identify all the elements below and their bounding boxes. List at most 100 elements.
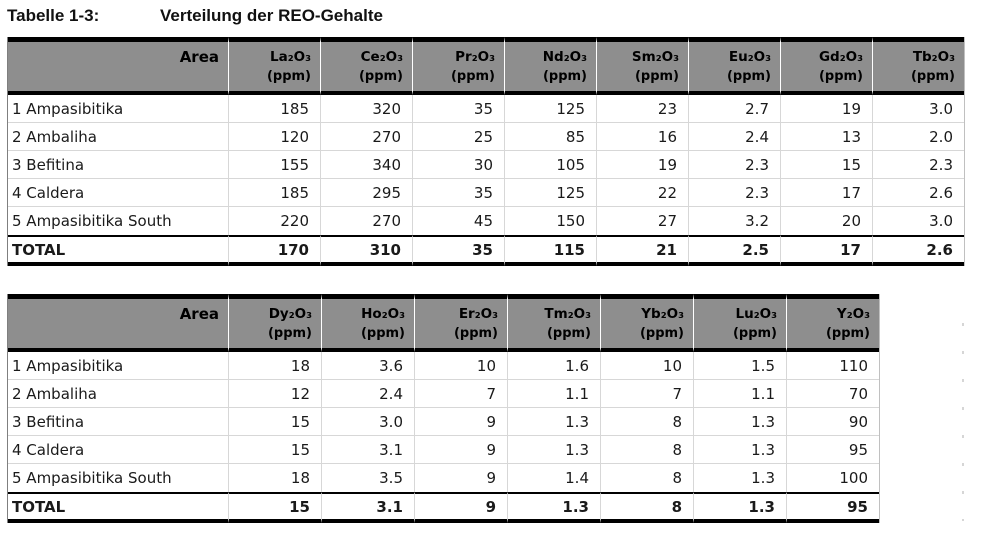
value-cell: 1.3 [507, 436, 600, 464]
value-cell: 1.3 [693, 408, 786, 436]
col-header-tm2o3: Tm₂O₃ (ppm) [507, 294, 600, 352]
col-header-area: Area [8, 37, 228, 95]
total-row: TOTAL 170 310 35 115 21 2.5 17 2.6 [8, 235, 964, 266]
table-caption-label: Tabelle 1-3: [7, 6, 100, 25]
table-row: 5 Ampasibitika South 220 270 45 150 27 3.2 20 3.… [8, 207, 964, 235]
oxide-formula: Sm₂O₃ [631, 49, 679, 65]
total-value-cell: 21 [596, 235, 688, 266]
value-cell: 8 [600, 436, 693, 464]
unit-label: (ppm) [267, 326, 312, 341]
value-cell: 2.7 [688, 95, 780, 123]
oxide-formula: Lu₂O₃ [735, 306, 777, 322]
table-row: 4 Caldera 185 295 35 125 22 2.3 17 2.6 [8, 179, 964, 207]
unit-label: (ppm) [450, 69, 495, 84]
value-cell: 70 [786, 380, 879, 408]
total-value-cell: 3.1 [321, 492, 414, 523]
col-header-lu2o3: Lu₂O₃ (ppm) [693, 294, 786, 352]
value-cell: 1.4 [507, 464, 600, 492]
total-row: TOTAL 15 3.1 9 1.3 8 1.3 95 [8, 492, 879, 523]
value-cell: 2.3 [872, 151, 964, 179]
area-cell: 4 Caldera [8, 436, 228, 464]
value-cell: 3.2 [688, 207, 780, 235]
oxide-formula: Yb₂O₃ [641, 306, 684, 322]
value-cell: 95 [786, 436, 879, 464]
unit-label: (ppm) [825, 326, 870, 341]
oxide-formula: Y₂O₃ [836, 306, 870, 322]
area-cell: 2 Ambaliha [8, 123, 228, 151]
total-value-cell: 95 [786, 492, 879, 523]
value-cell: 25 [412, 123, 504, 151]
area-cell: 5 Ampasibitika South [12, 212, 172, 230]
value-cell: 270 [320, 123, 412, 151]
col-header-label: Area [179, 305, 219, 323]
area-cell: 5 Ampasibitika South [12, 469, 172, 487]
unit-label: (ppm) [266, 69, 311, 84]
table-row: 2 Ambaliha 12 2.4 7 1.1 7 1.1 70 [8, 380, 879, 408]
oxide-formula: Tb₂O₃ [912, 49, 955, 65]
value-cell: 30 [412, 151, 504, 179]
value-cell: 12 [228, 380, 321, 408]
area-cell: 3 Befitina [8, 151, 228, 179]
col-header-eu2o3: Eu₂O₃ (ppm) [688, 37, 780, 95]
value-cell: 19 [780, 95, 872, 123]
unit-label: (ppm) [634, 69, 679, 84]
value-cell: 8 [600, 408, 693, 436]
col-header-nd2o3: Nd₂O₃ (ppm) [504, 37, 596, 95]
value-cell: 27 [596, 207, 688, 235]
value-cell: 2.3 [688, 179, 780, 207]
col-header-la2o3: La₂O₃ (ppm) [228, 37, 320, 95]
total-label: TOTAL [8, 492, 228, 523]
value-cell: 45 [412, 207, 504, 235]
unit-label: (ppm) [639, 326, 684, 341]
area-cell: 4 Caldera [8, 179, 228, 207]
oxide-formula: La₂O₃ [269, 49, 311, 65]
col-header-sm2o3: Sm₂O₃ (ppm) [596, 37, 688, 95]
value-cell: 1.3 [507, 408, 600, 436]
area-cell: 1 Ampasibitika [8, 95, 228, 123]
col-header-dy2o3: Dy₂O₃ (ppm) [228, 294, 321, 352]
col-header-pr2o3: Pr₂O₃ (ppm) [412, 37, 504, 95]
total-label: TOTAL [8, 235, 228, 266]
oxide-formula: Pr₂O₃ [455, 49, 495, 65]
unit-label: (ppm) [910, 69, 955, 84]
total-value-cell: 15 [228, 492, 321, 523]
oxide-formula: Tm₂O₃ [544, 306, 591, 322]
value-cell: 9 [414, 464, 507, 492]
reo-table-light: Area La₂O₃ (ppm) Ce₂O₃ (ppm) Pr₂O₃ (ppm) Nd₂O₃ (… [7, 37, 965, 266]
value-cell: 23 [596, 95, 688, 123]
value-cell: 270 [320, 207, 412, 235]
col-header-label: Area [179, 48, 219, 66]
value-cell: 15 [228, 436, 321, 464]
value-cell: 22 [596, 179, 688, 207]
value-cell: 1.6 [507, 352, 600, 380]
value-cell: 1.1 [693, 380, 786, 408]
total-value-cell: 310 [320, 235, 412, 266]
value-cell: 1.3 [693, 464, 786, 492]
value-cell: 2.4 [321, 380, 414, 408]
oxide-formula: Dy₂O₃ [268, 306, 312, 322]
value-cell: 220 [228, 207, 320, 235]
unit-label: (ppm) [358, 69, 403, 84]
value-cell: 18 [228, 352, 321, 380]
total-value-cell: 2.5 [688, 235, 780, 266]
oxide-formula: Gd₂O₃ [818, 49, 863, 65]
col-header-ce2o3: Ce₂O₃ (ppm) [320, 37, 412, 95]
col-header-er2o3: Er₂O₃ (ppm) [414, 294, 507, 352]
value-cell: 7 [414, 380, 507, 408]
value-cell: 1.5 [693, 352, 786, 380]
value-cell: 2.0 [872, 123, 964, 151]
value-cell: 120 [228, 123, 320, 151]
unit-label: (ppm) [546, 326, 591, 341]
table-row: 1 Ampasibitika 185 320 35 125 23 2.7 19 3.0 [8, 95, 964, 123]
value-cell: 105 [504, 151, 596, 179]
value-cell: 3.0 [872, 95, 964, 123]
value-cell: 8 [600, 464, 693, 492]
value-cell: 185 [228, 95, 320, 123]
value-cell: 1.1 [507, 380, 600, 408]
value-cell: 15 [228, 408, 321, 436]
value-cell: 2.4 [688, 123, 780, 151]
value-cell: 2.6 [872, 179, 964, 207]
value-cell: 9 [414, 408, 507, 436]
table-row: 3 Befitina 15 3.0 9 1.3 8 1.3 90 [8, 408, 879, 436]
value-cell: 110 [786, 352, 879, 380]
